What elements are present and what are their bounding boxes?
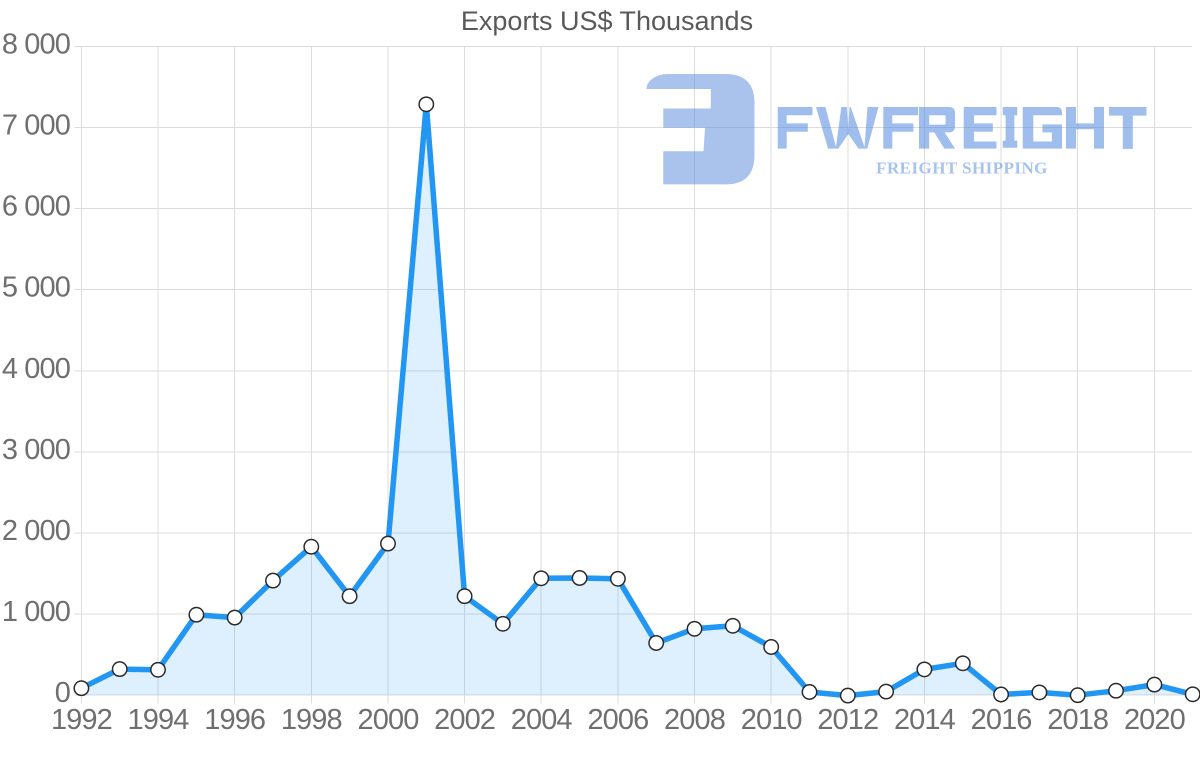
svg-text:2004: 2004 bbox=[511, 704, 573, 736]
svg-text:2014: 2014 bbox=[894, 704, 956, 736]
svg-text:2012: 2012 bbox=[817, 704, 878, 736]
svg-text:Exports US$ Thousands: Exports US$ Thousands bbox=[461, 6, 753, 36]
svg-text:2 000: 2 000 bbox=[2, 515, 70, 547]
svg-text:1994: 1994 bbox=[128, 704, 190, 736]
svg-text:2000: 2000 bbox=[358, 704, 419, 736]
svg-text:8 000: 8 000 bbox=[2, 29, 70, 61]
svg-text:4 000: 4 000 bbox=[2, 353, 70, 385]
svg-text:FREIGHT SHIPPING: FREIGHT SHIPPING bbox=[876, 159, 1048, 178]
svg-text:1992: 1992 bbox=[51, 704, 112, 736]
svg-text:1998: 1998 bbox=[281, 704, 342, 736]
svg-text:5 000: 5 000 bbox=[2, 272, 70, 304]
svg-text:2002: 2002 bbox=[434, 704, 495, 736]
svg-text:1 000: 1 000 bbox=[2, 596, 70, 628]
svg-text:6 000: 6 000 bbox=[2, 191, 70, 223]
svg-text:2010: 2010 bbox=[741, 704, 802, 736]
svg-text:7 000: 7 000 bbox=[2, 110, 70, 142]
svg-text:2008: 2008 bbox=[664, 704, 725, 736]
svg-text:0: 0 bbox=[55, 677, 70, 709]
svg-text:1996: 1996 bbox=[204, 704, 265, 736]
svg-text:2018: 2018 bbox=[1047, 704, 1108, 736]
svg-text:2020: 2020 bbox=[1124, 704, 1185, 736]
svg-text:2016: 2016 bbox=[971, 704, 1032, 736]
svg-text:2006: 2006 bbox=[587, 704, 648, 736]
svg-text:3 000: 3 000 bbox=[2, 434, 70, 466]
